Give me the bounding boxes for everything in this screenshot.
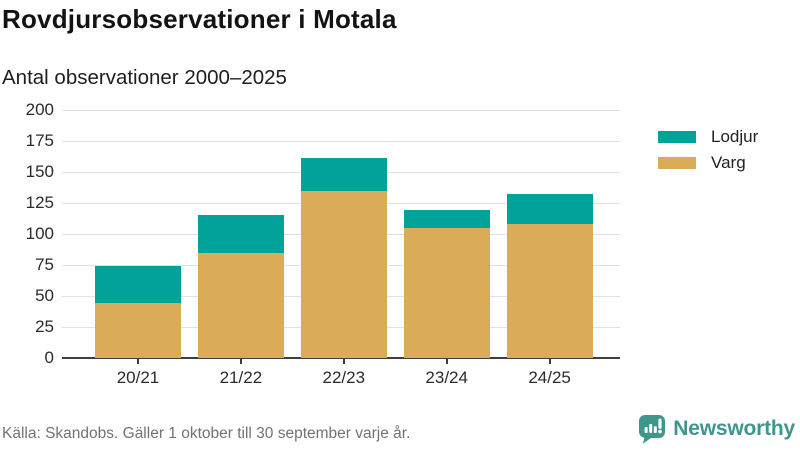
x-axis-label: 21/22 — [219, 368, 263, 387]
x-axis-label: 20/21 — [116, 368, 160, 387]
brand-logo: Newsworthy — [638, 414, 795, 444]
bar-segment — [300, 158, 387, 191]
legend-swatch — [658, 156, 696, 169]
x-axis-label: 22/23 — [322, 368, 366, 387]
x-axis-line — [62, 357, 620, 359]
y-axis-label: 200 — [25, 100, 54, 119]
source-note: Källa: Skandobs. Gäller 1 oktober till 3… — [2, 425, 411, 442]
brand-name: Newsworthy — [673, 417, 795, 440]
x-axis-tick — [445, 359, 448, 364]
newsworthy-icon — [638, 414, 666, 444]
bar-segment — [506, 194, 593, 225]
x-axis-label: 24/25 — [528, 368, 571, 387]
legend-label: Lodjur — [711, 127, 759, 146]
bar-segment — [95, 266, 181, 304]
x-axis-tick — [548, 359, 551, 364]
bar-segment — [197, 215, 284, 253]
y-axis-label: 0 — [44, 348, 54, 367]
legend-item: Varg — [658, 154, 758, 171]
page-title: Rovdjursobservationer i Motala — [2, 4, 397, 34]
x-axis-label: 23/24 — [425, 368, 468, 387]
y-axis-label: 25 — [35, 317, 54, 336]
bar-segment — [95, 303, 181, 358]
y-axis-label: 75 — [35, 255, 54, 274]
y-axis-label: 150 — [25, 162, 54, 181]
legend-swatch — [658, 130, 696, 143]
bar-segment — [403, 210, 490, 228]
gridline — [62, 140, 620, 142]
bar-segment — [197, 252, 284, 358]
legend: Lodjur Varg — [658, 128, 758, 180]
y-axis-label: 100 — [25, 224, 54, 243]
y-axis-label: 50 — [35, 286, 54, 305]
y-axis-label: 175 — [25, 131, 54, 150]
bar-segment — [506, 224, 593, 358]
x-axis-tick — [137, 359, 139, 364]
gridline — [62, 109, 620, 111]
chart-subtitle: Antal observationer 2000–2025 — [2, 66, 287, 89]
legend-label: Varg — [711, 153, 746, 172]
y-axis-label: 125 — [25, 193, 54, 212]
x-axis-tick — [342, 359, 345, 364]
bar-segment — [403, 227, 490, 358]
legend-item: Lodjur — [658, 128, 758, 145]
x-axis-tick — [239, 359, 242, 364]
bar-segment — [300, 190, 387, 358]
